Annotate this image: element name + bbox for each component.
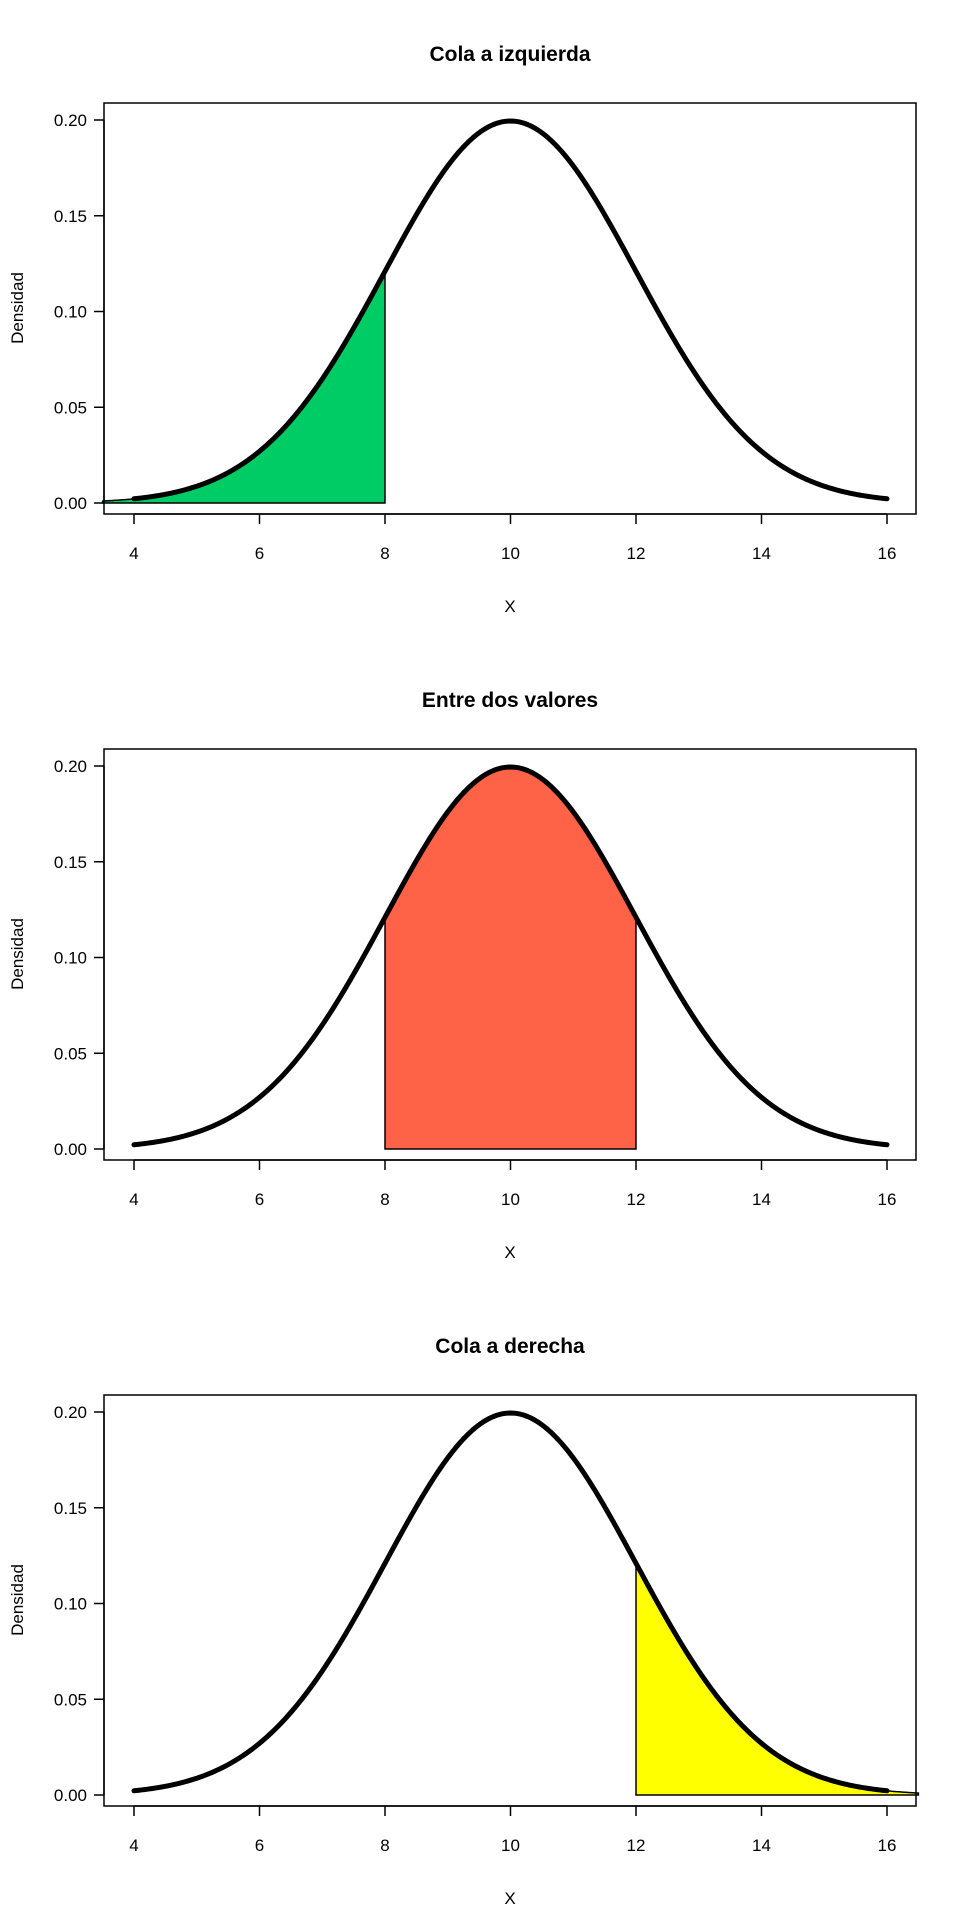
- shaded-area: [384, 766, 637, 1150]
- x-tick-label: 6: [255, 544, 264, 563]
- x-tick-label: 4: [129, 544, 138, 563]
- x-axis: 4 6 8 10 12 14 16: [129, 1159, 897, 1209]
- x-tick-label: 8: [380, 1836, 389, 1855]
- y-tick-label: 0.10: [54, 303, 87, 322]
- plot-frame: [103, 102, 917, 515]
- shaded-area: [101, 270, 386, 504]
- y-tick-label: 0.00: [54, 1140, 87, 1159]
- density-curve: [131, 1410, 890, 1794]
- x-tick-label: 12: [627, 1190, 646, 1209]
- y-axis: 0.00 0.05 0.10 0.15 0.20: [54, 111, 105, 513]
- y-axis: 0.00 0.05 0.10 0.15 0.20: [54, 1403, 105, 1805]
- y-tick-label: 0.05: [54, 398, 87, 417]
- chart-panel-3: Cola a derecha 4 6 8 10 12 14 16 0.00 0.05 0.10 0.1…: [8, 1335, 920, 1908]
- x-tick-label: 4: [129, 1190, 138, 1209]
- y-tick-label: 0.00: [54, 494, 87, 513]
- plot-frame: [103, 1394, 917, 1807]
- y-tick-label: 0.00: [54, 1786, 87, 1805]
- x-tick-label: 10: [501, 544, 520, 563]
- chart-title: Entre dos valores: [422, 689, 598, 712]
- y-tick-label: 0.20: [54, 111, 87, 130]
- y-tick-label: 0.15: [54, 853, 87, 872]
- x-axis-label: X: [504, 1243, 515, 1262]
- x-tick-label: 8: [380, 544, 389, 563]
- y-tick-label: 0.10: [54, 949, 87, 968]
- y-tick-label: 0.20: [54, 757, 87, 776]
- x-axis: 4 6 8 10 12 14 16: [129, 513, 897, 563]
- x-tick-label: 14: [752, 544, 771, 563]
- x-tick-label: 4: [129, 1836, 138, 1855]
- x-axis-label: X: [504, 597, 515, 616]
- chart-title: Cola a izquierda: [429, 43, 590, 66]
- y-axis-label: Densidad: [8, 272, 27, 344]
- x-tick-label: 6: [255, 1836, 264, 1855]
- y-tick-label: 0.20: [54, 1403, 87, 1422]
- chart-panel-2: Entre dos valores 4 6 8 10 12 14 16 0.00 0.05 0.10…: [8, 689, 917, 1262]
- x-tick-label: 14: [752, 1836, 771, 1855]
- chart-title: Cola a derecha: [435, 1335, 585, 1358]
- y-tick-label: 0.10: [54, 1595, 87, 1614]
- y-axis: 0.00 0.05 0.10 0.15 0.20: [54, 757, 105, 1159]
- y-axis-label: Densidad: [8, 918, 27, 990]
- x-axis: 4 6 8 10 12 14 16: [129, 1805, 897, 1855]
- density-curve: [131, 764, 890, 1148]
- x-tick-label: 8: [380, 1190, 389, 1209]
- x-tick-label: 16: [878, 544, 897, 563]
- density-curve: [131, 118, 890, 502]
- y-tick-label: 0.05: [54, 1690, 87, 1709]
- x-tick-label: 6: [255, 1190, 264, 1209]
- x-tick-label: 10: [501, 1836, 520, 1855]
- x-axis-label: X: [504, 1889, 515, 1908]
- x-tick-label: 12: [627, 544, 646, 563]
- x-tick-label: 16: [878, 1836, 897, 1855]
- y-tick-label: 0.05: [54, 1044, 87, 1063]
- shaded-area: [635, 1562, 920, 1796]
- x-tick-label: 14: [752, 1190, 771, 1209]
- y-tick-label: 0.15: [54, 207, 87, 226]
- x-tick-label: 12: [627, 1836, 646, 1855]
- y-axis-label: Densidad: [8, 1564, 27, 1636]
- y-tick-label: 0.15: [54, 1499, 87, 1518]
- x-tick-label: 10: [501, 1190, 520, 1209]
- x-tick-label: 16: [878, 1190, 897, 1209]
